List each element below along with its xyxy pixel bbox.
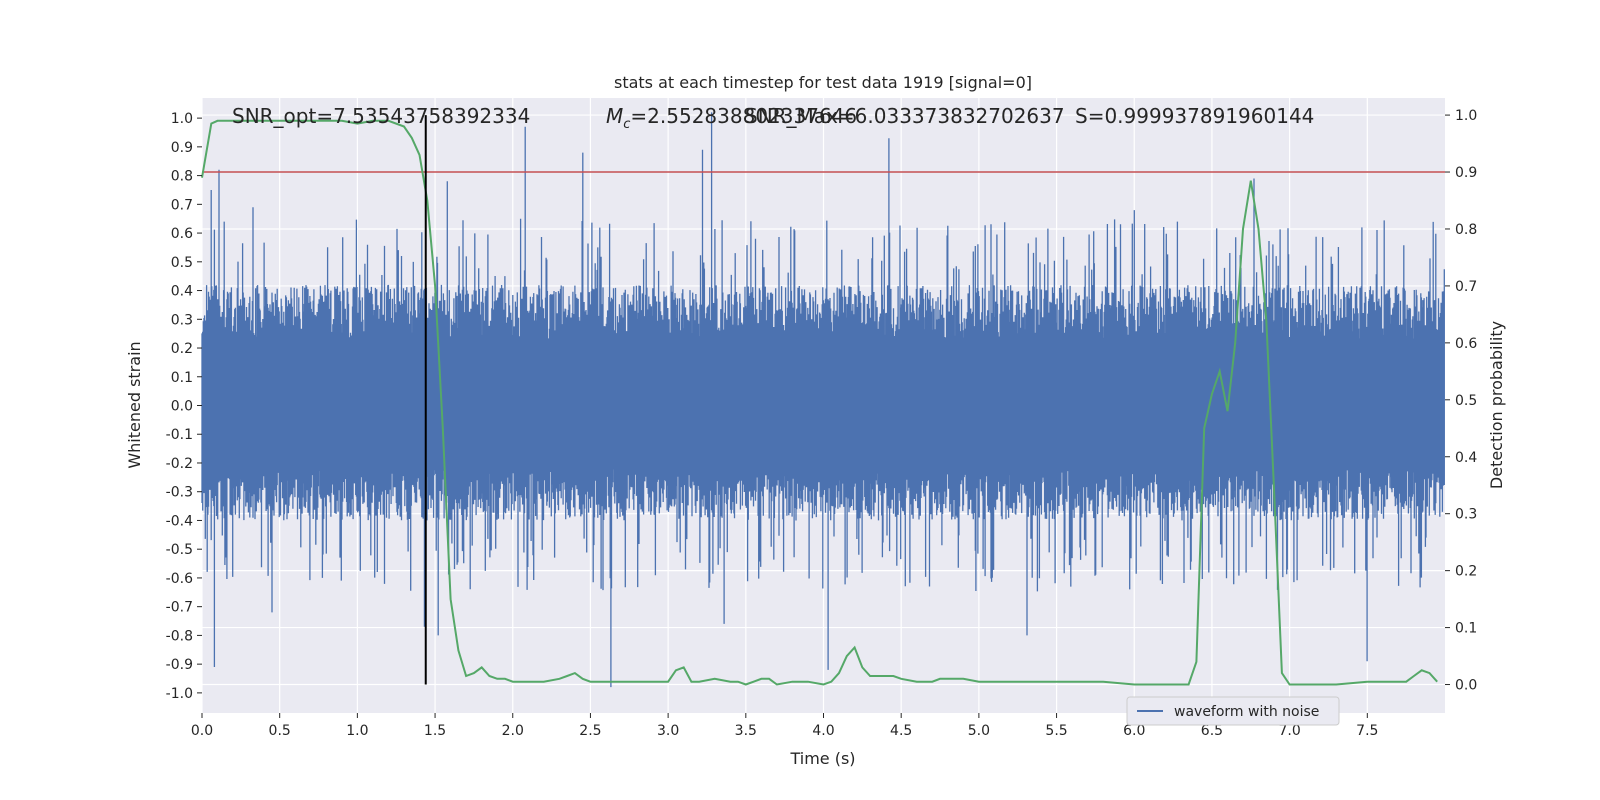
y-tick-label-left: -0.5 [166,542,193,558]
y-tick-label-left: -0.3 [166,485,193,501]
y-tick-label-left: -0.8 [166,628,193,644]
y-tick-label-right: 0.4 [1455,450,1477,466]
annotation-snr-opt: SNR_opt=7.53543758392334 [232,104,530,128]
y-axis-right-ticks: 0.0 0.1 0.2 0.3 0.4 0.5 0.6 0.7 0.8 0.9 1.0 [1445,108,1477,694]
y-tick-label-left: -0.2 [166,456,193,472]
y-tick-label-left: -0.1 [166,427,193,443]
x-axis-ticks: 0.0 0.5 1.0 1.5 2.0 2.5 3.0 3.5 4.0 4.5 5.0 5.5 6.0 6… [191,713,1378,739]
legend-box [1126,696,1340,726]
x-tick-label: 2.5 [579,723,601,739]
y-tick-label-right: 0.0 [1455,678,1477,694]
y-tick-label-right: 0.9 [1455,165,1477,181]
legend-label: waveform with noise [1174,704,1319,720]
annotation-snr-max: SNR_Max=6.033373832702637 [745,104,1065,128]
y-tick-label-right: 0.1 [1455,621,1477,637]
x-tick-label: 5.5 [1045,723,1067,739]
x-tick-label: 1.5 [424,723,446,739]
y-tick-label-left: 0.6 [171,226,193,242]
y-tick-label-right: 0.3 [1455,507,1477,523]
x-tick-label: 1.0 [346,723,368,739]
overlay-lines [201,115,1445,686]
detection-probability-line [201,119,1438,686]
x-tick-label: 5.0 [968,723,990,739]
x-tick-label: 6.5 [1201,723,1223,739]
waveform-path [201,112,1445,688]
legend: waveform with noise [1126,696,1340,726]
x-tick-label: 6.0 [1123,723,1145,739]
annotation-mc: Mc=2.552838802337646 [606,104,857,132]
y-axis-left-label: Whitened strain [125,341,144,468]
x-axis-label: Time (s) [789,749,855,768]
y-tick-label-left: -0.9 [166,657,193,673]
y-tick-label-left: -1.0 [166,686,193,702]
y-tick-label-right: 0.7 [1455,279,1477,295]
x-tick-label: 0.5 [269,723,291,739]
y-tick-label-left: 0.9 [171,140,193,156]
y-tick-label-right: 0.6 [1455,336,1477,352]
y-tick-label-right: 0.5 [1455,393,1477,409]
annotation-s: S=0.999937891960144 [1075,104,1314,128]
y-tick-label-left: -0.7 [166,600,193,616]
annotation-mc-value: =2.552838802337646 [630,104,857,128]
y-tick-label-left: 0.8 [171,169,193,185]
y-tick-label-left: 0.3 [171,312,193,328]
x-tick-label: 7.5 [1356,723,1378,739]
y-tick-label-left: 0.4 [171,284,193,300]
y-tick-label-left: 0.7 [171,197,193,213]
waveform-series [201,112,1445,688]
annotation-mc-symbol: M [606,104,623,128]
y-axis-left-ticks: -1.0 -0.9 -0.8 -0.7 -0.6 -0.5 -0.4 -0.3 -0.2 -0.1… [166,111,202,702]
x-tick-label: 3.5 [735,723,757,739]
x-tick-label: 4.0 [812,723,834,739]
x-tick-label: 2.0 [502,723,524,739]
y-tick-label-right: 1.0 [1455,108,1477,124]
y-tick-label-right: 0.2 [1455,564,1477,580]
y-tick-label-left: -0.6 [166,571,193,587]
x-tick-label: 3.0 [657,723,679,739]
y-tick-label-left: 0.1 [171,370,193,386]
x-tick-label: 0.0 [191,723,213,739]
chart-title: stats at each timestep for test data 191… [614,73,1032,92]
y-tick-label-left: -0.4 [166,513,193,529]
y-tick-label-left: 0.5 [171,255,193,271]
y-tick-label-right: 0.8 [1455,222,1477,238]
x-tick-label: 4.5 [890,723,912,739]
y-tick-label-left: 1.0 [171,111,193,127]
x-tick-label: 7.0 [1278,723,1300,739]
y-axis-right-label: Detection probability [1487,321,1506,489]
annotation-mc-subscript: c [623,117,630,132]
y-tick-label-left: 0.2 [171,341,193,357]
y-tick-label-left: 0.0 [171,399,193,415]
